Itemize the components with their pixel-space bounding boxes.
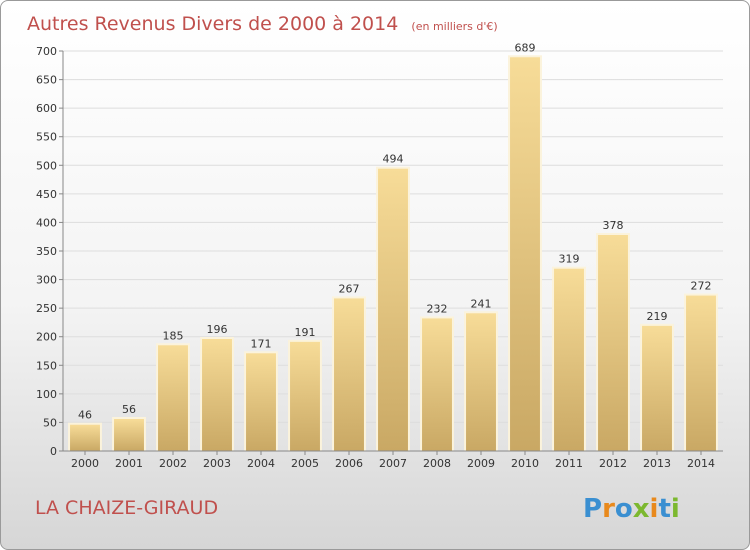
bar (334, 298, 364, 451)
bar (686, 295, 716, 451)
y-tick-label: 600 (36, 102, 57, 115)
x-tick-label: 2006 (335, 457, 363, 470)
logo-letter: x (633, 494, 650, 524)
y-tick-label: 450 (36, 188, 57, 201)
y-tick-label: 200 (36, 331, 57, 344)
bar (378, 168, 408, 451)
bar (598, 235, 628, 451)
y-tick-label: 300 (36, 274, 57, 287)
x-tick-label: 2000 (71, 457, 99, 470)
x-tick-label: 2011 (555, 457, 583, 470)
bar (114, 419, 144, 451)
bar-value-label: 185 (163, 329, 184, 342)
x-tick-label: 2002 (159, 457, 187, 470)
y-tick-label: 100 (36, 388, 57, 401)
bar-value-label: 171 (251, 337, 272, 350)
y-tick-label: 150 (36, 359, 57, 372)
bar-value-label: 267 (339, 282, 360, 295)
x-tick-label: 2009 (467, 457, 495, 470)
chart-title-main: Autres Revenus Divers de 2000 à 2014 (27, 13, 398, 35)
logo-letter: o (615, 494, 633, 524)
y-tick-label: 250 (36, 302, 57, 315)
bars-layer: 46 56 185 196 171 191 267 494 232 241 689 319 378 219… (68, 41, 718, 452)
x-tick-label: 2012 (599, 457, 627, 470)
bar (422, 318, 452, 451)
bar (466, 313, 496, 451)
bar-value-label: 196 (207, 323, 228, 336)
bar-value-label: 191 (295, 326, 316, 339)
bar-value-label: 494 (383, 153, 404, 166)
x-tick-label: 2003 (203, 457, 231, 470)
logo-letter: r (602, 494, 615, 524)
x-tick-label: 2010 (511, 457, 539, 470)
commune-name: LA CHAIZE-GIRAUD (35, 497, 218, 519)
bar (642, 325, 672, 451)
bar (202, 339, 232, 451)
bar (290, 341, 320, 451)
x-tick-label: 2005 (291, 457, 319, 470)
bar (158, 345, 188, 451)
logo-letter: i (650, 494, 659, 524)
bar-value-label: 689 (515, 41, 536, 54)
chart-title-unit: (en milliers d'€) (411, 20, 497, 33)
bar (70, 424, 100, 451)
x-tick-label: 2007 (379, 457, 407, 470)
x-tick-label: 2001 (115, 457, 143, 470)
bar-value-label: 56 (122, 403, 136, 416)
bar-value-label: 378 (603, 219, 624, 232)
x-tick-label: 2014 (687, 457, 715, 470)
logo-letter: i (671, 494, 680, 524)
y-tick-label: 350 (36, 245, 57, 258)
bar-value-label: 241 (471, 297, 492, 310)
logo-letter: t (658, 494, 670, 524)
bar-value-label: 272 (691, 280, 712, 293)
bar (510, 57, 540, 452)
y-tick-label: 500 (36, 159, 57, 172)
bar-value-label: 46 (78, 409, 92, 422)
x-tick-label: 2013 (643, 457, 671, 470)
y-tick-label: 400 (36, 216, 57, 229)
bar (246, 353, 276, 451)
chart-title: Autres Revenus Divers de 2000 à 2014 (en… (27, 13, 498, 35)
bar-value-label: 219 (647, 310, 668, 323)
y-tick-label: 550 (36, 131, 57, 144)
y-tick-label: 0 (50, 445, 57, 458)
x-tick-label: 2008 (423, 457, 451, 470)
bar (554, 268, 584, 451)
proxiti-logo: Proxiti (583, 494, 680, 524)
y-tick-label: 50 (43, 416, 57, 429)
bar-value-label: 319 (559, 253, 580, 266)
bar-value-label: 232 (427, 302, 448, 315)
x-tick-label: 2004 (247, 457, 275, 470)
y-tick-label: 650 (36, 74, 57, 87)
axis-layer: 0 50 100 150 200 250 300 350 400 450 500 550 600 650 7… (36, 45, 723, 470)
logo-letter: P (583, 494, 602, 524)
y-tick-label: 700 (36, 45, 57, 58)
